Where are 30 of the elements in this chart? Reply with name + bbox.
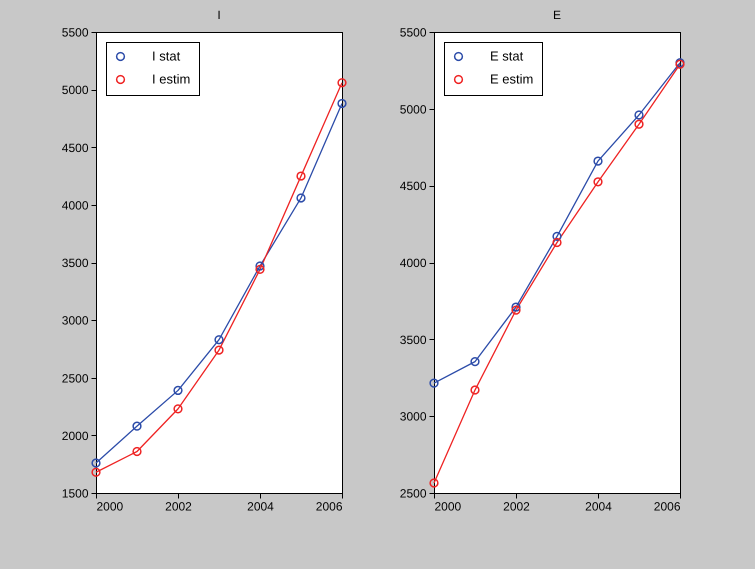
x-tick-label: 2006 xyxy=(316,500,343,514)
y-tick-label: 4500 xyxy=(62,140,89,155)
y-tick-label: 1500 xyxy=(62,486,89,500)
y-tick-label: 4000 xyxy=(400,256,427,270)
legend-label: E stat xyxy=(490,48,524,64)
x-tick-label: 2002 xyxy=(165,500,192,514)
chart-title: E xyxy=(552,8,562,22)
x-tick-label: 2006 xyxy=(654,500,681,514)
y-tick-label: 2500 xyxy=(62,371,89,386)
y-tick-label: 3000 xyxy=(400,410,427,424)
y-tick-label: 5500 xyxy=(400,26,427,40)
y-tick-label: 4500 xyxy=(400,179,427,194)
y-tick-label: 5000 xyxy=(400,102,427,116)
y-tick-label: 2500 xyxy=(400,486,427,500)
x-tick-label: 2004 xyxy=(585,500,612,514)
legend-label: I estim xyxy=(152,72,190,86)
y-tick-label: 5500 xyxy=(62,26,89,40)
x-tick-label: 2000 xyxy=(96,500,124,514)
y-tick-label: 2000 xyxy=(62,428,89,443)
y-tick-label: 3500 xyxy=(400,332,427,347)
legend-label: I stat xyxy=(152,48,181,64)
y-tick-label: 3500 xyxy=(62,256,89,270)
x-tick-label: 2000 xyxy=(434,500,462,514)
y-tick-label: 4000 xyxy=(62,198,89,212)
y-tick-label: 3000 xyxy=(62,314,89,328)
x-tick-label: 2004 xyxy=(247,500,274,514)
y-tick-label: 5000 xyxy=(62,83,89,98)
chart-title: I xyxy=(217,8,221,22)
x-tick-label: 2002 xyxy=(503,500,530,514)
legend-label: E estim xyxy=(490,72,534,86)
